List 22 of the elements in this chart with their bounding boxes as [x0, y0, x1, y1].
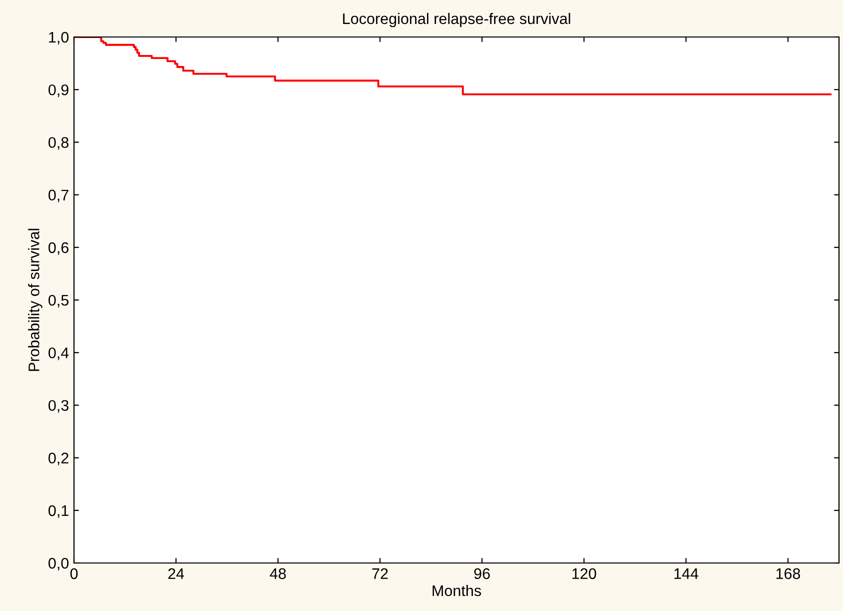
y-tick-label: 1,0	[49, 32, 69, 44]
y-tick-label: 0,8	[48, 137, 68, 150]
x-tick-label: 72	[372, 568, 388, 579]
y-tick-label: 0,1	[48, 505, 68, 518]
y-tick-label: 0,3	[48, 400, 68, 413]
x-tick-label: 120	[572, 568, 596, 580]
x-tick-label: 24	[168, 568, 184, 579]
y-tick-label: 0,2	[48, 452, 68, 466]
x-tick-label: 168	[776, 568, 800, 580]
y-tick-label: 0,6	[48, 242, 68, 255]
x-tick-label: 48	[270, 568, 286, 580]
y-tick-label: 0,7	[48, 190, 68, 202]
y-axis-title: Probability of survival	[28, 228, 42, 371]
y-tick-label: 0,9	[48, 84, 68, 98]
y-tick-label: 0,0	[48, 558, 69, 570]
y-tick-label: 0,4	[48, 347, 69, 360]
y-tick-label: 0,5	[48, 294, 68, 308]
x-axis-title: Months	[432, 584, 481, 596]
chart-title: Locoregional relapse-free survival	[343, 12, 570, 28]
x-tick-label: 144	[674, 568, 698, 579]
x-tick-label: 96	[474, 568, 490, 580]
x-tick-label: 0	[70, 568, 78, 580]
